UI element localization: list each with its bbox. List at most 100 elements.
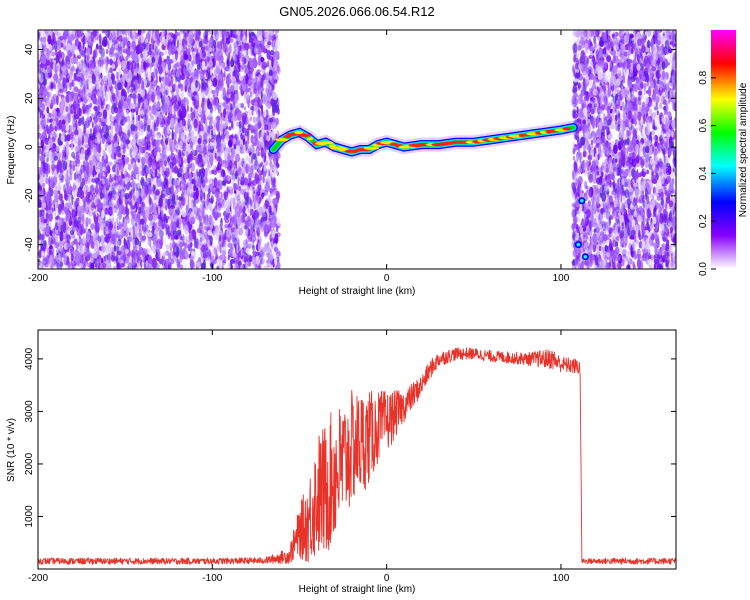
noise-speckle (141, 225, 144, 230)
noise-speckle (69, 125, 74, 131)
noise-speckle (38, 128, 41, 134)
noise-speckle (182, 219, 186, 230)
noise-speckle (113, 80, 117, 86)
noise-speckle (46, 158, 49, 163)
noise-speckle (209, 68, 213, 76)
noise-speckle (251, 102, 255, 107)
spectrogram-noise (38, 30, 676, 269)
noise-speckle (103, 54, 108, 66)
noise-speckle (135, 111, 139, 116)
noise-speckle (38, 148, 42, 155)
noise-speckle (203, 143, 208, 153)
noise-speckle (247, 235, 251, 243)
noise-speckle (85, 128, 91, 135)
noise-speckle (185, 151, 189, 159)
noise-speckle (166, 55, 171, 61)
noise-speckle (248, 196, 251, 205)
noise-speckle (191, 261, 196, 269)
noise-speckle (76, 76, 81, 82)
noise-speckle (55, 194, 59, 203)
noise-speckle (204, 167, 208, 179)
noise-speckle (124, 176, 130, 183)
noise-speckle (82, 213, 85, 225)
noise-speckle (265, 262, 269, 269)
noise-speckle (196, 142, 200, 152)
noise-speckle (264, 160, 269, 167)
noise-speckle (167, 155, 172, 166)
noise-speckle (100, 72, 103, 80)
noise-speckle (220, 62, 225, 70)
noise-speckle (218, 72, 223, 81)
noise-speckle (231, 215, 235, 224)
noise-speckle (200, 223, 204, 230)
noise-speckle (48, 236, 51, 246)
noise-speckle (96, 101, 100, 107)
noise-speckle (98, 33, 102, 45)
noise-speckle (97, 111, 103, 118)
noise-speckle (47, 91, 52, 98)
noise-speckle (259, 175, 263, 181)
noise-speckle (201, 252, 204, 262)
noise-speckle (79, 238, 83, 245)
noise-speckle (146, 124, 151, 132)
noise-speckle (277, 107, 280, 115)
noise-speckle (205, 178, 209, 184)
noise-speckle (180, 236, 183, 241)
noise-speckle (157, 172, 161, 178)
noise-speckle (182, 261, 188, 269)
noise-speckle (227, 139, 233, 148)
noise-speckle (267, 175, 270, 182)
noise-speckle (60, 42, 64, 48)
noise-speckle (53, 84, 57, 90)
noise-speckle (164, 237, 167, 248)
noise-speckle (79, 155, 84, 161)
noise-speckle (182, 30, 185, 34)
noise-speckle (223, 71, 226, 82)
noise-speckle (233, 240, 239, 245)
noise-speckle (230, 243, 233, 255)
noise-speckle (140, 52, 143, 59)
noise-speckle (93, 244, 97, 254)
noise-speckle (234, 153, 240, 163)
noise-speckle (150, 115, 155, 121)
noise-speckle (192, 148, 195, 155)
noise-speckle (235, 76, 240, 83)
noise-speckle (113, 56, 116, 62)
noise-speckle (62, 77, 67, 89)
noise-speckle (263, 212, 266, 218)
noise-speckle (122, 157, 125, 168)
noise-speckle (147, 239, 151, 246)
noise-speckle (48, 249, 53, 256)
noise-speckle (78, 63, 82, 70)
noise-speckle (132, 102, 137, 107)
noise-speckle (249, 91, 253, 98)
noise-speckle (244, 256, 248, 263)
noise-speckle (120, 51, 124, 61)
noise-speckle (203, 124, 209, 136)
noise-speckle (49, 245, 53, 250)
noise-speckle (137, 158, 140, 163)
noise-speckle (231, 148, 235, 158)
noise-speckle (228, 185, 233, 190)
noise-speckle (260, 161, 263, 167)
noise-speckle (185, 85, 187, 92)
noise-speckle (149, 196, 152, 206)
noise-speckle (265, 183, 271, 191)
noise-speckle (38, 239, 41, 248)
noise-speckle (270, 30, 274, 36)
noise-speckle (227, 254, 230, 261)
noise-speckle (177, 81, 182, 90)
noise-speckle (197, 233, 203, 239)
noise-speckle (224, 201, 227, 206)
noise-speckle (66, 169, 69, 179)
noise-speckle (48, 211, 53, 222)
noise-speckle (196, 243, 199, 250)
noise-speckle (185, 194, 189, 205)
noise-speckle (192, 149, 198, 157)
noise-speckle (125, 34, 128, 43)
noise-speckle (71, 136, 76, 142)
noise-speckle (238, 227, 244, 236)
noise-speckle (196, 228, 201, 234)
noise-speckle (228, 126, 232, 131)
